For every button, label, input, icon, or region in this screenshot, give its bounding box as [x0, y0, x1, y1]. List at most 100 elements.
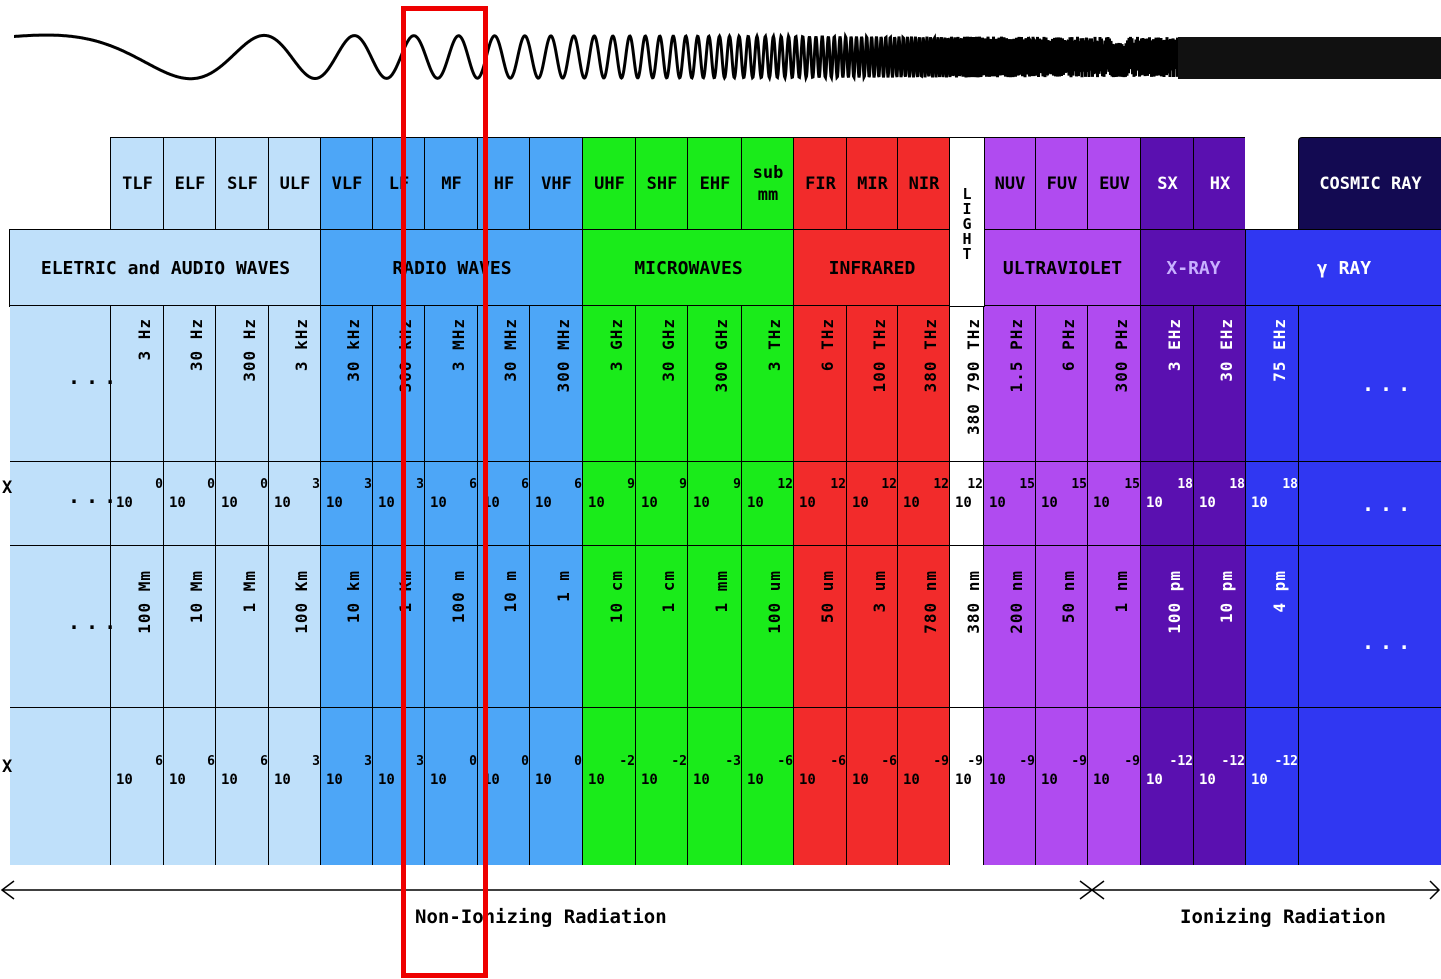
x-marker: X	[2, 478, 13, 498]
column-background	[215, 305, 269, 865]
power-cell: 10 -9	[903, 754, 949, 788]
power-cell: 10 18	[1146, 477, 1193, 511]
power-cell: 10 -9	[1041, 754, 1087, 788]
value-cell: 100 pm	[1164, 570, 1184, 634]
value-cell: 50 um	[817, 570, 837, 624]
power-cell: 10 15	[989, 477, 1035, 511]
band-cell	[1245, 137, 1298, 229]
value-cell: 30 Hz	[187, 318, 206, 372]
value-cell: 100 Km	[292, 570, 311, 634]
value-cell: 75 EHz	[1269, 318, 1289, 382]
band-cell: MF	[424, 137, 478, 230]
value-cell: 4 pm	[1269, 570, 1289, 613]
power-cell: 10 3	[274, 477, 320, 511]
value-cell: 300 GHz	[712, 318, 731, 393]
column-background	[1298, 305, 1441, 865]
power-cell: 10 6	[535, 477, 582, 511]
band-cell: SX	[1140, 137, 1194, 230]
category-cell: X-RAY	[1140, 229, 1247, 307]
power-cell: 10 15	[1041, 477, 1087, 511]
column-background	[110, 305, 164, 865]
value-cell: 3 GHz	[606, 318, 626, 372]
lead-column	[10, 305, 110, 865]
row-divider	[10, 305, 1441, 306]
value-cell: 3 THz	[765, 318, 784, 372]
value-cell: 10 km	[344, 570, 363, 624]
value-cell: 300 Hz	[239, 318, 259, 382]
band-cell: TLF	[110, 137, 164, 230]
row-divider	[10, 545, 1441, 546]
value-cell: 6 PHz	[1059, 318, 1078, 372]
band-cell: COSMIC RAY	[1298, 137, 1441, 230]
band-cell: FUV	[1035, 137, 1088, 230]
power-cell: 10 12	[955, 477, 983, 511]
category-cell: ULTRAVIOLET	[983, 229, 1142, 307]
category-cell: γ RAY	[1245, 229, 1441, 307]
column-background	[582, 305, 636, 865]
category-cell: INFRARED	[793, 229, 951, 307]
power-cell: 10 -12	[1146, 754, 1193, 788]
power-cell: 10 0	[221, 477, 268, 511]
column-background	[1140, 305, 1194, 865]
band-cell: EHF	[687, 137, 742, 230]
column-background	[687, 305, 742, 865]
power-cell: 10 3	[274, 754, 320, 788]
band-cell: HX	[1193, 137, 1246, 230]
ellipsis: ...	[1362, 630, 1417, 654]
power-cell: 10 -9	[955, 754, 983, 788]
power-cell: 10 0	[169, 477, 215, 511]
value-cell: 10 pm	[1217, 570, 1236, 624]
radiation-arrows	[0, 880, 1441, 900]
x-marker: X	[2, 757, 13, 777]
power-cell: 10 -6	[799, 754, 846, 788]
power-cell: 10 -2	[588, 754, 635, 788]
column-background	[163, 305, 216, 865]
power-cell: 10 0	[483, 754, 529, 788]
value-cell: 100 um	[765, 570, 784, 634]
value-cell: 3 kHz	[292, 318, 311, 372]
ellipsis: ...	[68, 610, 123, 634]
value-cell: 1 nm	[1111, 570, 1131, 613]
value-cell: 30 MHz	[501, 318, 520, 382]
power-cell: 10 3	[326, 754, 372, 788]
power-cell: 10 0	[535, 754, 582, 788]
power-cell: 10 6	[430, 477, 477, 511]
value-cell: 30 kHz	[344, 318, 363, 382]
column-background	[320, 305, 373, 865]
category-cell: ELETRIC and AUDIO WAVES	[9, 229, 322, 307]
column-background	[949, 305, 984, 865]
band-cell: FIR	[793, 137, 847, 230]
mf-highlight-box	[401, 6, 488, 978]
band-cell: ELF	[163, 137, 216, 230]
value-cell: 380 THz	[921, 318, 940, 393]
power-cell: 10 -2	[641, 754, 687, 788]
column-background	[372, 305, 425, 865]
value-cell: 200 nm	[1007, 570, 1026, 634]
power-cell: 10 18	[1251, 477, 1298, 511]
value-cell: 300 PHz	[1111, 318, 1131, 393]
value-cell: 1 Mm	[239, 570, 259, 613]
column-background	[1087, 305, 1141, 865]
value-cell: 6 THz	[817, 318, 837, 372]
power-cell: 10 6	[483, 477, 529, 511]
band-cell: MIR	[846, 137, 898, 230]
power-cell: 10 9	[693, 477, 741, 511]
band-cell: SHF	[635, 137, 688, 230]
ellipsis: ...	[68, 365, 123, 389]
value-cell: 10 Mm	[187, 570, 206, 624]
power-cell: 10 6	[169, 754, 215, 788]
non-ionizing-label: Non-Ionizing Radiation	[415, 906, 667, 928]
power-cell: 10 15	[1093, 477, 1140, 511]
band-cell: UHF	[582, 137, 636, 230]
band-cell: VHF	[529, 137, 583, 230]
power-cell: 10 3	[378, 754, 424, 788]
value-cell: 1 m	[553, 570, 573, 602]
value-cell: 380 790 THz	[964, 318, 983, 435]
band-cell: sub mm	[741, 137, 794, 230]
power-cell: 10 3	[378, 477, 424, 511]
value-cell: 50 nm	[1059, 570, 1078, 624]
value-cell: 100 Mm	[134, 570, 154, 634]
ionizing-label: Ionizing Radiation	[1180, 906, 1386, 928]
column-background	[793, 305, 847, 865]
band-cell: VLF	[320, 137, 373, 230]
